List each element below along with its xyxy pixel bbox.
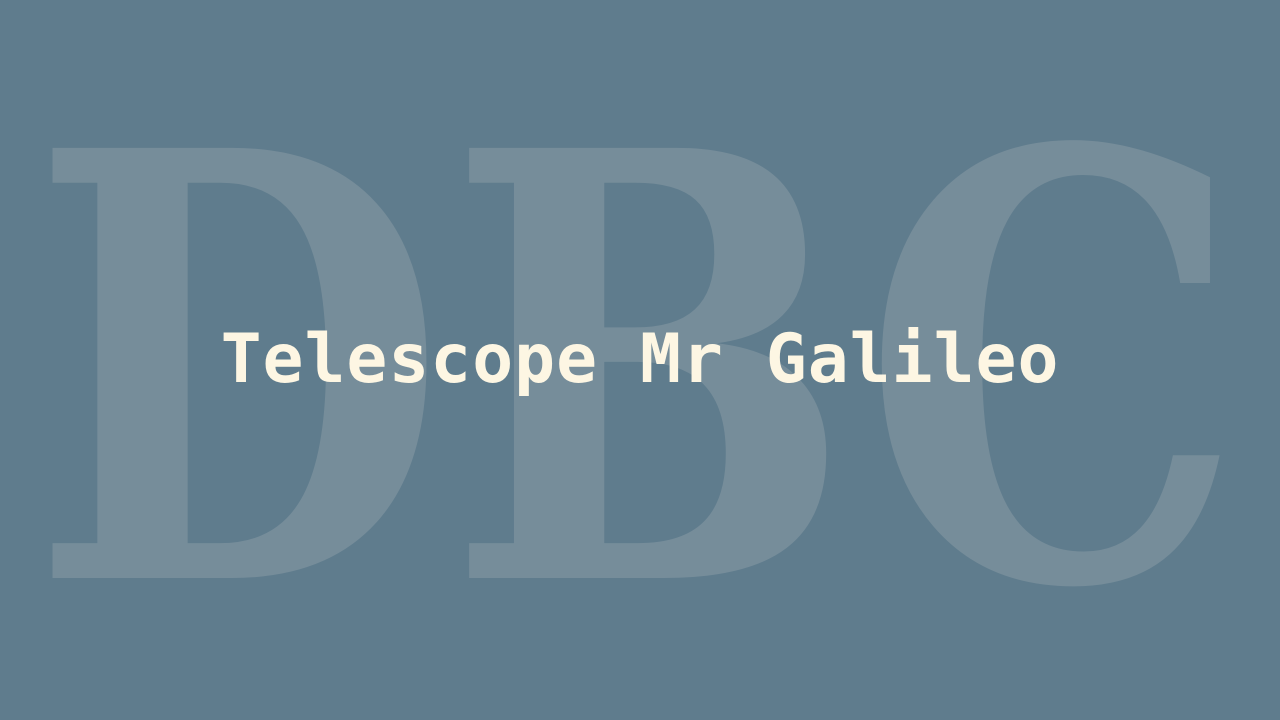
title-container: Telescope Mr Galileo (0, 310, 1280, 410)
background-monogram-text: DBC (30, 25, 1244, 718)
page-title: Telescope Mr Galileo (220, 320, 1060, 399)
